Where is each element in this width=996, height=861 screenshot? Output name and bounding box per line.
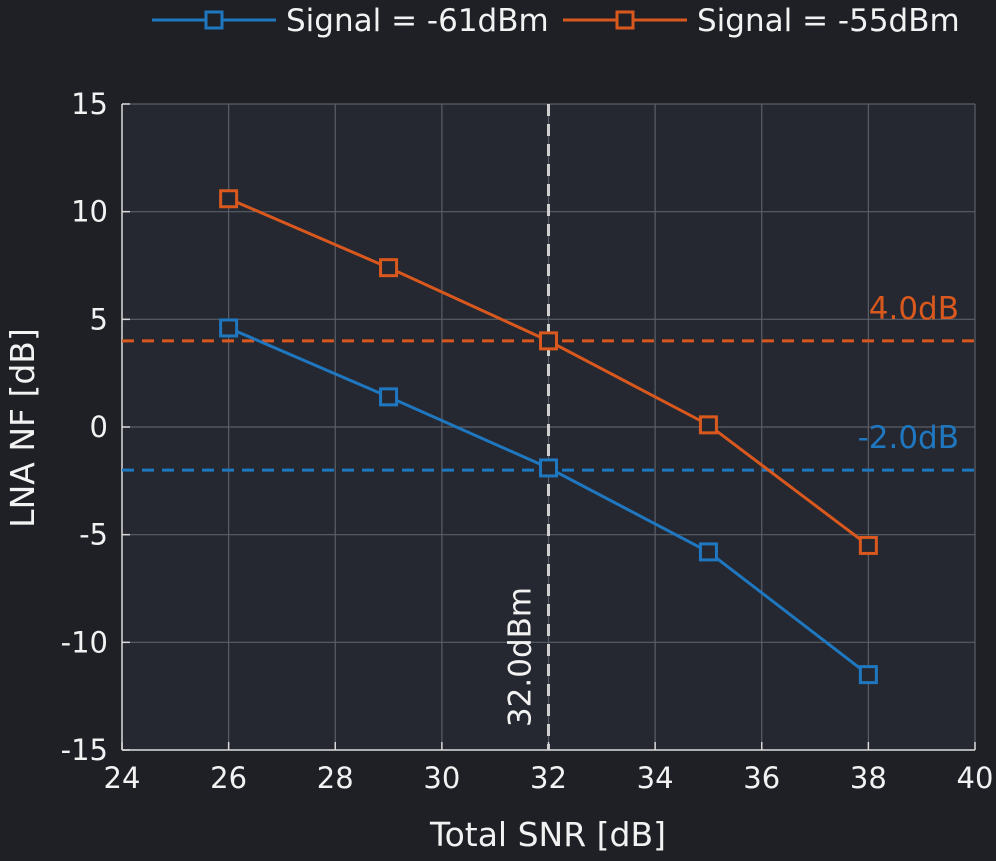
data-point-marker xyxy=(539,458,558,478)
y-tick-label: 5 xyxy=(90,302,108,336)
axes: 24 26 28 30 32 34 36 38 40 -15 -10 -5 0 5 10 15 xyxy=(61,87,994,795)
data-point-marker xyxy=(539,331,558,351)
x-tick-label: 34 xyxy=(637,761,674,795)
reference-line-label: 32.0dBm xyxy=(503,587,539,727)
y-tick-label: -5 xyxy=(79,518,108,552)
series-group xyxy=(219,318,878,685)
data-point-marker xyxy=(698,415,718,435)
x-tick-label: 32 xyxy=(530,761,567,795)
data-point-marker xyxy=(858,665,878,685)
y-tick-label: 15 xyxy=(71,87,108,121)
data-point-marker xyxy=(219,189,239,209)
y-tick-label: 10 xyxy=(71,195,108,229)
data-point-marker xyxy=(379,387,399,407)
series-group xyxy=(219,189,878,555)
legend-item: Signal = -55dBm xyxy=(563,3,960,39)
reference-line-label: 4.0dB xyxy=(869,291,959,327)
data-point-marker xyxy=(858,535,878,555)
data-point-marker xyxy=(698,542,718,562)
reference-line-label: -2.0dB xyxy=(858,420,959,456)
x-tick-label: 28 xyxy=(317,761,354,795)
x-tick-label: 36 xyxy=(743,761,780,795)
legend-item: Signal = -61dBm xyxy=(152,3,549,39)
x-tick-label: 26 xyxy=(210,761,247,795)
legend-label: Signal = -61dBm xyxy=(286,3,549,39)
x-tick-label: 40 xyxy=(957,761,994,795)
y-tick-label: -10 xyxy=(61,625,108,659)
y-axis-label: LNA NF [dB] xyxy=(3,328,42,528)
x-tick-label: 24 xyxy=(104,761,141,795)
legend: Signal = -61dBm Signal = -55dBm xyxy=(152,3,960,39)
legend-marker xyxy=(204,10,224,30)
x-tick-label: 30 xyxy=(423,761,460,795)
y-tick-label: 0 xyxy=(90,410,108,444)
x-axis-label: Total SNR [dB] xyxy=(429,815,666,854)
x-tick-label: 38 xyxy=(850,761,887,795)
legend-marker xyxy=(615,10,635,30)
legend-label: Signal = -55dBm xyxy=(697,3,960,39)
y-tick-label: -15 xyxy=(61,733,108,767)
data-point-marker xyxy=(379,258,399,278)
data-point-marker xyxy=(219,318,239,338)
series xyxy=(219,189,878,685)
